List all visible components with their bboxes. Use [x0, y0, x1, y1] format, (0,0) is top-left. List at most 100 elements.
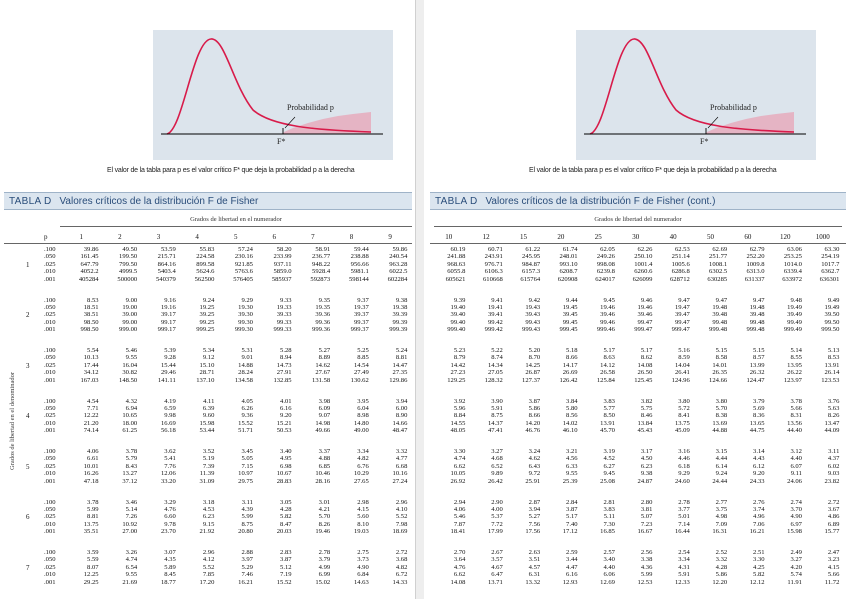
table-cell: 3.40 [603, 556, 615, 564]
table-cell: 17.12 [562, 528, 578, 536]
table-cell: 19.47 [674, 303, 690, 311]
table-cell: 26.41 [674, 369, 690, 377]
table-cell: 6022.5 [389, 268, 408, 276]
column-header: 2 [118, 233, 122, 241]
table-cell: 14.17 [562, 361, 578, 369]
column-header: 20 [557, 233, 565, 241]
table-cell: 5.34 [202, 347, 215, 354]
table-cell: 13.71 [487, 578, 503, 586]
p-value: .100 [44, 397, 56, 405]
table-cell: 10.46 [315, 470, 331, 478]
table-cell: 2.98 [357, 498, 369, 506]
table-cell: 39.17 [160, 311, 176, 319]
table-cell: 4.43 [753, 455, 765, 463]
table-cell: 3.19 [603, 448, 615, 455]
table-cell: 27.49 [353, 369, 369, 377]
table-cell: 3.34 [357, 448, 369, 455]
table-cell: 7.23 [640, 520, 653, 528]
table-cell: 48.47 [392, 427, 408, 435]
table-cell: 7.87 [453, 520, 466, 528]
table-cell: 2.83 [280, 549, 292, 556]
table-cell: 14.01 [712, 361, 728, 369]
right-page: Probabilidad p F* El valor de la tabla p… [424, 0, 848, 599]
table-cell: 215.71 [157, 253, 176, 261]
table-cell: 620908 [557, 275, 578, 283]
table-cell: 230.16 [234, 253, 253, 261]
table-cell: 6.97 [790, 520, 802, 528]
table-cell: 999.46 [596, 326, 615, 334]
denominator-df: 3 [26, 361, 30, 370]
table-cell: 9.35 [318, 296, 331, 304]
table-cell: 19.30 [238, 303, 253, 311]
table-cell: 999.49 [783, 326, 802, 334]
table-cell: 233.99 [273, 253, 292, 261]
table-cell: 14.42 [450, 361, 466, 369]
table-cell: 9.03 [827, 470, 840, 478]
column-header: 1000 [815, 233, 830, 241]
table-cell: 27.00 [122, 528, 138, 536]
table-cell: 5.52 [395, 513, 408, 521]
table-cell: 21.92 [199, 528, 215, 536]
table-cell: 9.46 [640, 296, 653, 304]
table-cell: 2.87 [528, 498, 541, 506]
table-cell: 3.30 [753, 556, 765, 564]
table-cell: 15.52 [276, 578, 292, 586]
table-cell: 4.96 [753, 513, 765, 521]
table-cell: 4.44 [715, 455, 728, 463]
table-cell: 3.82 [640, 397, 653, 405]
table-cell: 628712 [670, 275, 690, 283]
p-value: .100 [44, 296, 56, 304]
table-cell: 24.33 [749, 477, 765, 485]
p-value: .001 [44, 275, 56, 283]
table-cell: 3.95 [357, 397, 369, 405]
p-value: .001 [44, 376, 56, 384]
table-cell: 6.98 [280, 462, 292, 470]
table-cell: 30.82 [122, 369, 138, 377]
table-cell: 56.18 [160, 427, 176, 435]
table-cell: 14.08 [637, 361, 653, 369]
table-cell: 3.59 [87, 549, 99, 556]
table-cell: 53.44 [199, 427, 215, 435]
table-cell: 14.20 [525, 419, 541, 427]
table-cell: 8.38 [715, 412, 728, 420]
table-cell: 39.45 [562, 311, 578, 319]
table-cell: 2.56 [640, 549, 653, 556]
table-cell: 6157.3 [522, 268, 541, 276]
table-cell: 46.10 [562, 427, 578, 435]
table-cell: 2.59 [566, 549, 578, 556]
table-cell: 3.92 [453, 397, 466, 405]
fstar-label: F* [277, 137, 285, 146]
numerator-label-right: Grados de libertad del numerador [594, 216, 682, 223]
table-cell: 62.53 [674, 246, 690, 253]
table-cell: 2.77 [715, 498, 728, 506]
table-cell: 999.30 [234, 326, 253, 334]
table-cell: 2.72 [395, 549, 408, 556]
table-cell: 9.16 [164, 296, 176, 304]
table-cell: 14.54 [353, 361, 369, 369]
table-cell: 24.60 [674, 477, 690, 485]
table-cell: 5.13 [827, 347, 840, 354]
denominator-df: 6 [26, 513, 30, 522]
table-cell: 999.45 [559, 326, 578, 334]
table-cell: 14.55 [450, 419, 466, 427]
table-cell: 9.49 [827, 296, 840, 304]
table-cell: 6.76 [357, 462, 369, 470]
table-cell: 45.70 [600, 427, 615, 435]
table-cell: 44.88 [712, 427, 728, 435]
table-cell: 27.65 [353, 477, 369, 485]
table-cell: 6.52 [491, 462, 503, 470]
table-cell: 1008.1 [709, 260, 728, 268]
table-cell: 251.77 [709, 253, 728, 261]
table-cell: 49.50 [122, 246, 138, 253]
table-cell: 968.63 [447, 260, 466, 268]
table-cell: 10.05 [450, 470, 466, 478]
figure-caption-right: El valor de la tabla para p es el valor … [529, 167, 777, 174]
table-cell: 5.69 [753, 404, 765, 412]
table-cell: 3.12 [790, 448, 802, 455]
table-cell: 16.04 [122, 361, 138, 369]
table-cell: 976.71 [484, 260, 503, 268]
table-cell: 15.98 [787, 528, 802, 536]
table-cell: 5.79 [125, 455, 138, 463]
table-cell: 4.35 [164, 556, 176, 564]
table-cell: 9.47 [678, 296, 690, 304]
